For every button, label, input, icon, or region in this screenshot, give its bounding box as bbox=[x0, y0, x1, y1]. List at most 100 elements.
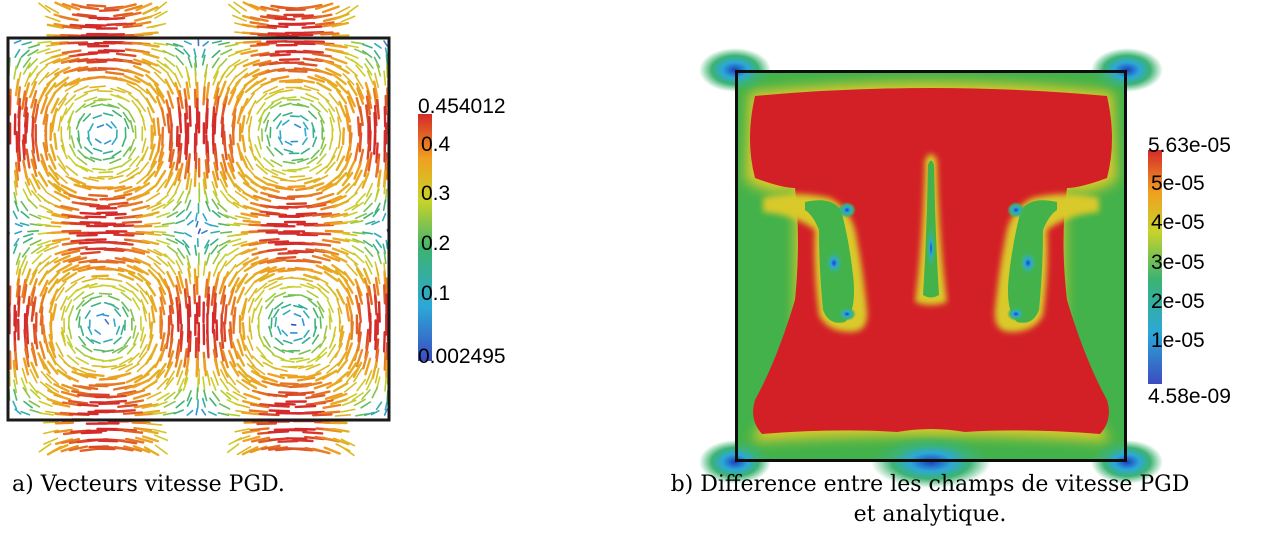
velocity-arrow bbox=[156, 194, 169, 205]
velocity-arrow bbox=[28, 400, 41, 408]
velocity-arrow bbox=[47, 153, 57, 170]
velocity-arrow bbox=[162, 49, 175, 57]
velocity-arrow bbox=[74, 92, 88, 101]
velocity-arrow bbox=[63, 77, 81, 87]
velocity-arrow bbox=[290, 323, 297, 326]
velocity-arrow bbox=[363, 212, 374, 220]
velocity-arrow bbox=[375, 239, 383, 248]
velocity-arrow bbox=[146, 160, 158, 177]
velocity-arrow bbox=[117, 3, 137, 10]
velocity-arrow bbox=[45, 382, 60, 393]
velocity-arrow bbox=[226, 75, 237, 90]
velocity-arrow bbox=[36, 179, 48, 193]
velocity-arrow bbox=[325, 98, 336, 112]
velocity-arrow bbox=[277, 391, 299, 395]
velocity-arrow bbox=[205, 152, 210, 174]
velocity-arrow bbox=[186, 219, 194, 226]
velocity-arrow bbox=[141, 137, 147, 154]
velocity-arrow bbox=[21, 278, 27, 298]
velocity-arrow bbox=[81, 298, 92, 307]
velocity-arrow bbox=[312, 136, 318, 148]
velocity-arrow bbox=[61, 326, 66, 343]
velocity-arrow bbox=[144, 222, 161, 226]
velocity-arrow bbox=[383, 40, 388, 47]
velocity-arrow bbox=[12, 210, 18, 220]
velocity-arrow bbox=[302, 121, 309, 130]
velocity-arrow bbox=[264, 167, 279, 176]
velocity-arrow bbox=[132, 191, 150, 201]
velocity-arrow bbox=[155, 87, 166, 104]
velocity-arrow bbox=[311, 122, 316, 133]
velocity-arrow bbox=[183, 48, 191, 58]
velocity-arrow bbox=[201, 397, 206, 408]
velocity-arrow bbox=[316, 81, 332, 92]
velocity-arrow bbox=[142, 211, 160, 218]
velocity-arrow bbox=[161, 233, 175, 238]
velocity-arrow bbox=[83, 88, 100, 94]
velocity-arrow bbox=[315, 364, 331, 374]
velocity-arrow bbox=[206, 370, 211, 386]
velocity-arrow bbox=[281, 349, 294, 354]
velocity-arrow bbox=[167, 338, 174, 358]
velocity-arrow bbox=[39, 56, 54, 65]
velocity-arrow bbox=[213, 358, 221, 377]
velocity-arrow bbox=[47, 348, 57, 366]
velocity-arrow bbox=[38, 400, 53, 408]
velocity-arrow bbox=[235, 161, 246, 178]
velocity-arrow bbox=[153, 82, 165, 99]
velocity-arrow bbox=[336, 298, 343, 315]
velocity-arrow bbox=[205, 200, 211, 212]
velocity-arrow bbox=[250, 257, 269, 266]
velocity-arrow bbox=[46, 23, 65, 29]
velocity-arrow bbox=[166, 90, 175, 109]
velocity-arrow bbox=[226, 223, 241, 227]
velocity-arrow bbox=[29, 268, 38, 286]
velocity-arrow bbox=[314, 68, 333, 76]
velocity-arrow bbox=[159, 296, 166, 316]
velocity-arrow bbox=[133, 372, 150, 384]
velocity-arrow bbox=[131, 290, 142, 303]
velocity-arrow bbox=[236, 379, 250, 391]
velocity-arrow bbox=[132, 20, 152, 27]
velocity-arrow bbox=[163, 400, 176, 408]
velocity-arrow bbox=[306, 182, 325, 190]
velocity-arrow bbox=[274, 17, 296, 21]
velocity-arrow bbox=[332, 427, 350, 433]
velocity-arrow bbox=[242, 219, 261, 224]
velocity-arrow bbox=[12, 243, 18, 254]
velocity-arrow bbox=[287, 375, 306, 379]
velocity-arrow bbox=[82, 176, 99, 182]
velocity-arrow bbox=[166, 113, 171, 134]
velocity-arrow bbox=[317, 306, 325, 319]
velocity-arrow bbox=[384, 377, 387, 392]
velocity-arrow bbox=[213, 337, 218, 358]
velocity-arrow bbox=[156, 392, 170, 402]
velocity-arrow bbox=[330, 194, 347, 204]
velocity-arrow bbox=[295, 87, 312, 92]
velocity-arrow bbox=[68, 256, 88, 263]
velocity-arrow bbox=[320, 136, 326, 150]
velocity-arrow bbox=[322, 403, 342, 409]
velocity-arrow bbox=[289, 357, 304, 360]
velocity-arrow bbox=[304, 267, 323, 275]
velocity-arrow bbox=[234, 403, 251, 409]
velocity-arrow bbox=[53, 132, 58, 151]
velocity-arrow bbox=[343, 278, 354, 294]
velocity-arrow bbox=[229, 78, 242, 95]
velocity-arrow bbox=[76, 412, 99, 416]
velocity-arrow bbox=[114, 185, 133, 193]
velocity-arrow bbox=[322, 76, 338, 88]
velocity-arrow bbox=[276, 6, 297, 10]
velocity-arrow bbox=[125, 281, 139, 292]
velocity-arrow bbox=[302, 258, 322, 264]
velocity-arrow bbox=[282, 339, 293, 345]
velocity-arrow bbox=[266, 258, 287, 264]
velocity-arrow bbox=[315, 264, 333, 273]
velocity-arrow bbox=[258, 334, 266, 348]
velocity-arrow bbox=[64, 82, 80, 92]
velocity-arrow bbox=[279, 382, 300, 386]
velocity-arrow bbox=[232, 240, 248, 247]
velocity-arrow bbox=[202, 376, 206, 391]
velocity-arrow bbox=[341, 171, 354, 187]
velocity-arrow bbox=[221, 350, 229, 369]
